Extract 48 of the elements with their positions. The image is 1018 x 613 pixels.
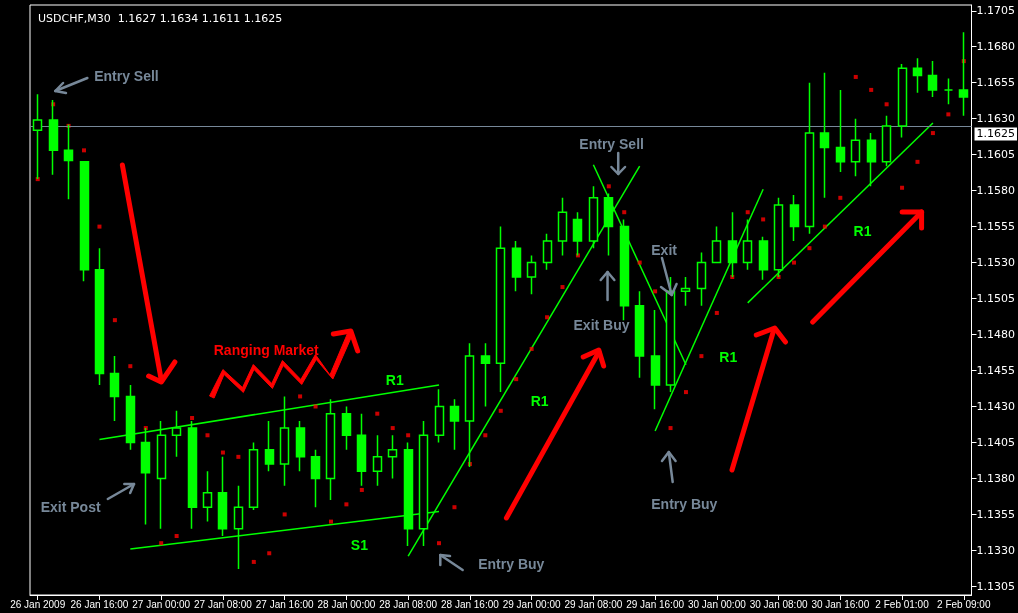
y-tick-label: 1.1655 (976, 76, 1016, 90)
x-tick-label: 29 Jan 00:00 (502, 598, 561, 610)
annotation: Exit Buy (573, 317, 630, 333)
x-tick-label: 30 Jan 08:00 (749, 598, 808, 610)
annotation: Exit Post (40, 499, 101, 515)
y-tick-label: 1.1380 (976, 471, 1016, 485)
y-tick-label: 1.1630 (976, 112, 1016, 126)
y-tick-label: 1.1530 (976, 256, 1016, 270)
y-tick-label: 1.1405 (976, 435, 1016, 449)
annotation: Entry Sell (94, 68, 159, 84)
x-tick-label: 30 Jan 00:00 (687, 598, 747, 610)
x-tick-label: 27 Jan 00:00 (132, 598, 191, 610)
annotation: Ranging Market (213, 342, 320, 358)
x-tick-label: 28 Jan 00:00 (317, 598, 376, 610)
x-tick-label: 28 Jan 08:00 (379, 598, 438, 610)
annotation: Entry Buy (651, 496, 718, 512)
annotation: R1 (385, 372, 404, 388)
x-tick-label: 30 Jan 16:00 (811, 598, 870, 610)
annotation: R1 (853, 223, 872, 239)
y-tick-label: 1.1580 (976, 184, 1016, 198)
y-tick-label: 1.1480 (976, 328, 1016, 342)
x-tick-label: 27 Jan 08:00 (194, 598, 253, 610)
y-tick-label: 1.1430 (976, 399, 1016, 413)
annotation: Entry Sell (579, 136, 644, 152)
ref-line-label: 1.1625 (976, 127, 1016, 141)
x-tick-label: 29 Jan 08:00 (564, 598, 623, 610)
annotation: S1 (350, 537, 369, 553)
x-tick-label: 2 Feb 09:00 (937, 598, 991, 610)
y-tick-label: 1.1505 (976, 292, 1016, 306)
y-tick-label: 1.1680 (976, 40, 1016, 54)
x-tick-label: 2 Feb 01:00 (875, 598, 930, 610)
text: USDCHF,M30 1.1627 1.1634 1.1611 1.1625 (38, 12, 283, 25)
annotation: R1 (719, 349, 738, 365)
y-tick-label: 1.1330 (976, 543, 1016, 557)
x-tick-label: 27 Jan 16:00 (255, 598, 315, 610)
annotation: Exit (651, 242, 678, 258)
y-tick-label: 1.1455 (976, 364, 1016, 378)
x-tick-label: 28 Jan 16:00 (440, 598, 500, 610)
y-tick-label: 1.1555 (976, 220, 1016, 234)
y-tick-label: 1.1705 (976, 4, 1016, 18)
x-tick-label: 29 Jan 16:00 (626, 598, 685, 610)
y-tick-label: 1.1605 (976, 148, 1016, 162)
x-tick-label: 26 Jan 16:00 (70, 598, 129, 610)
annotation: Entry Buy (478, 556, 545, 572)
y-tick-label: 1.1305 (976, 579, 1016, 593)
annotation: R1 (530, 393, 549, 409)
x-tick-label: 26 Jan 2009 (10, 598, 66, 610)
y-tick-label: 1.1355 (976, 507, 1016, 521)
